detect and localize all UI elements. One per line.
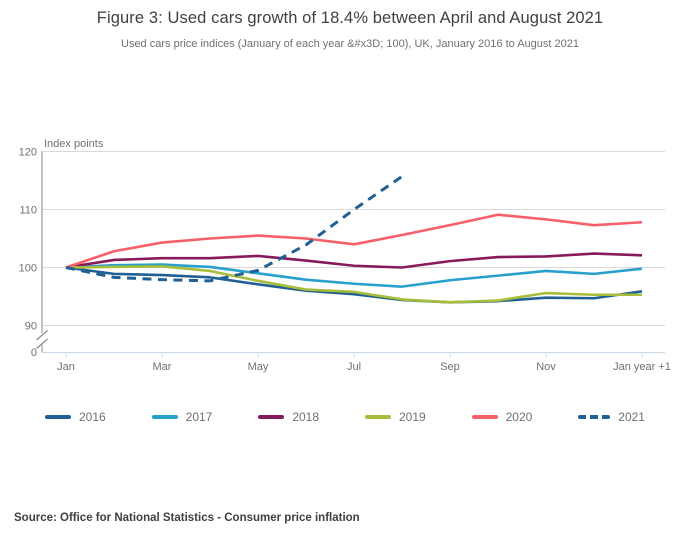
y-tick-label-0: 0 [31, 347, 37, 359]
legend-label-2019: 2019 [398, 410, 426, 424]
y-tick-label-90: 90 [25, 321, 37, 333]
y-tick-label-110: 110 [19, 205, 37, 217]
legend-swatch-2020-line-icon [471, 415, 498, 419]
legend-swatch-2017-line-icon [151, 415, 178, 419]
x-tick-label-Sep: Sep [440, 361, 460, 373]
legend-item-2019[interactable]: 2019 [364, 410, 426, 424]
legend-item-2017[interactable]: 2017 [151, 410, 213, 424]
y-tick-label-120: 120 [19, 147, 37, 159]
chart-legend: 2016 2017 2018 2019 2020 2021 [45, 408, 645, 426]
source-note: Source: Office for National Statistics -… [14, 512, 360, 524]
legend-label-2020: 2020 [505, 410, 533, 424]
used-cars-line-chart: Jan Mar May Jul Sep Nov Jan year +1 120 110 100 90… [19, 138, 671, 373]
axis-break-slash-2 [36, 338, 48, 349]
legend-swatch-2018-line-icon [258, 415, 285, 419]
series-line-2017 [65, 263, 643, 288]
series-line-2018 [65, 252, 643, 269]
y-axis-title: Index points [44, 138, 104, 150]
legend-label-2017: 2017 [185, 410, 213, 424]
legend-item-2021[interactable]: 2021 [578, 410, 645, 424]
x-tick-label-Nov: Nov [536, 361, 556, 373]
x-tick-label-Mar: Mar [153, 361, 172, 373]
legend-label-2021: 2021 [618, 410, 645, 424]
legend-swatch-2021-dashed-line-icon [578, 415, 611, 419]
legend-swatch-2019-line-icon [364, 415, 391, 419]
x-tick-label-Jan year +1: Jan year +1 [613, 361, 671, 373]
legend-item-2020[interactable]: 2020 [471, 410, 533, 424]
axis-break-slash-1 [36, 330, 48, 341]
chart-title: Figure 3: Used cars growth of 18.4% betw… [96, 9, 604, 27]
legend-label-2016: 2016 [79, 410, 106, 424]
series-line-2020 [65, 213, 643, 269]
x-tick-label-Jul: Jul [347, 361, 361, 373]
legend-item-2016[interactable]: 2016 [45, 410, 106, 424]
series-line-2016 [65, 266, 643, 304]
x-tick-label-May: May [248, 361, 269, 373]
legend-label-2018: 2018 [292, 410, 320, 424]
x-tick-label-Jan: Jan [57, 361, 75, 373]
series-line-2021 [65, 175, 403, 283]
y-tick-label-100: 100 [19, 263, 37, 275]
legend-item-2018[interactable]: 2018 [258, 410, 319, 424]
legend-swatch-2016-line-icon [45, 415, 71, 419]
series-line-2019 [65, 265, 642, 304]
chart-subtitle: Used cars price indices (January of each… [121, 38, 579, 50]
